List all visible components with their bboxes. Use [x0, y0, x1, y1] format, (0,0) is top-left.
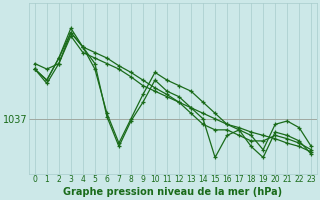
X-axis label: Graphe pression niveau de la mer (hPa): Graphe pression niveau de la mer (hPa): [63, 187, 283, 197]
